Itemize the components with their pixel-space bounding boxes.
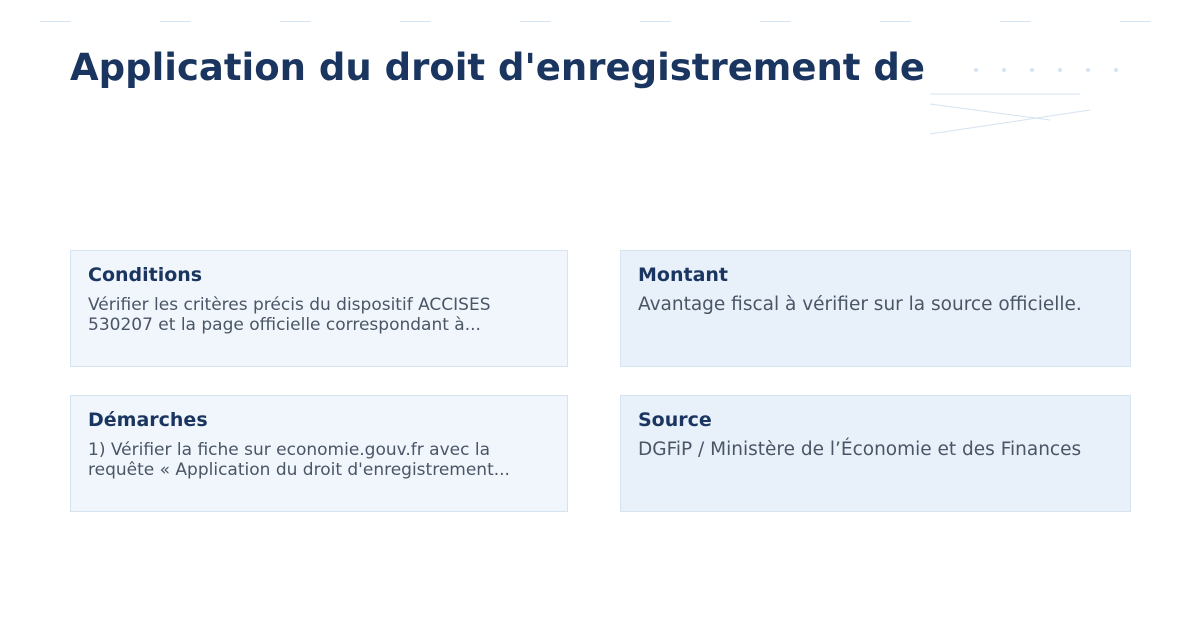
dash [280, 21, 311, 22]
page-title: Application du droit d'enregistrement de [70, 46, 925, 89]
dash [880, 21, 911, 22]
dash [1000, 21, 1031, 22]
decorative-lines [929, 68, 1118, 135]
card-heading: Conditions [88, 264, 203, 286]
dash [160, 21, 191, 22]
dash [760, 21, 791, 22]
montant-card: Montant Avantage fiscal à vérifier sur l… [620, 250, 1131, 367]
dash [40, 21, 71, 22]
conditions-card: Conditions Vérifier les critères précis … [70, 250, 568, 367]
dash [640, 21, 671, 22]
card-body: Vérifier les critères précis du disposit… [88, 295, 491, 335]
dash [1120, 21, 1151, 22]
card-body: DGFiP / Ministère de l’Économie et des F… [638, 439, 1082, 460]
demarches-card: Démarches 1) Vérifier la fiche sur econo… [70, 395, 568, 512]
dash [520, 21, 551, 22]
source-card: Source DGFiP / Ministère de l’Économie e… [620, 395, 1131, 512]
card-heading: Source [638, 409, 712, 431]
card-heading: Démarches [88, 409, 208, 431]
card-body: 1) Vérifier la fiche sur economie.gouv.f… [88, 440, 510, 480]
dash [400, 21, 431, 22]
card-heading: Montant [638, 264, 728, 286]
card-body: Avantage fiscal à vérifier sur la source… [638, 294, 1082, 315]
